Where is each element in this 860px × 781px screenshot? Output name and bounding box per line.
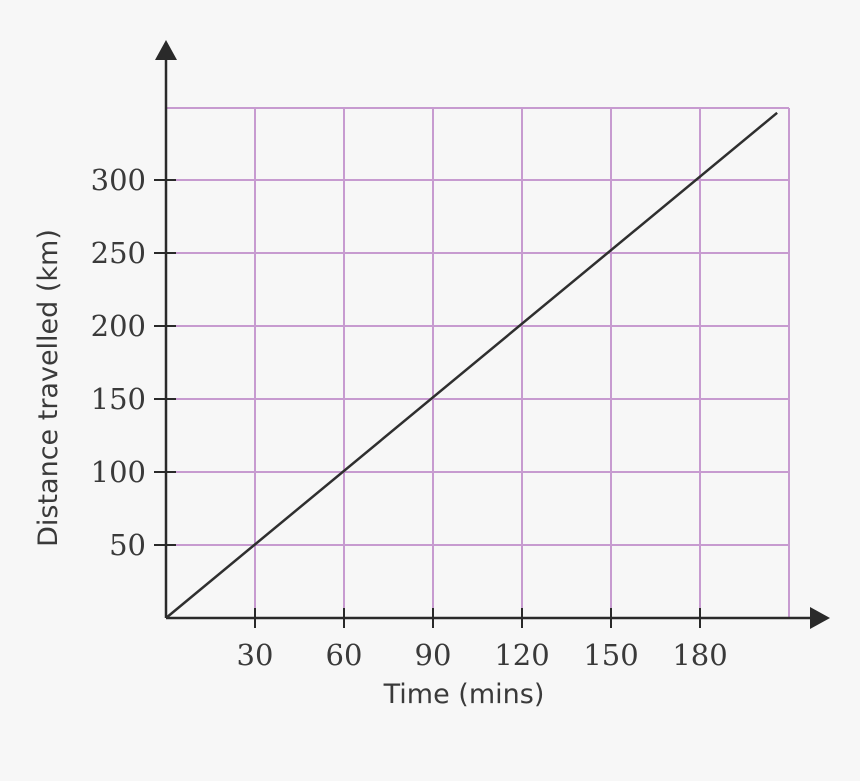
y-axis-label: Distance travelled (km) xyxy=(33,229,64,547)
y-tick-label: 150 xyxy=(91,382,146,416)
chart-grid xyxy=(166,107,790,618)
y-tick-label: 250 xyxy=(91,236,146,270)
y-tick-label: 100 xyxy=(91,455,146,489)
chart-series xyxy=(165,111,778,619)
y-tick-label: 200 xyxy=(91,309,146,343)
x-axis-arrow xyxy=(810,607,830,629)
x-tick-label: 120 xyxy=(494,638,549,672)
x-tick-label: 180 xyxy=(672,638,727,672)
x-axis-label: Time (mins) xyxy=(383,679,545,710)
y-tick-label: 50 xyxy=(109,528,146,562)
x-tick-label: 150 xyxy=(583,638,638,672)
x-tick-label: 60 xyxy=(326,638,363,672)
y-axis-arrow xyxy=(155,40,177,60)
series-line xyxy=(165,111,778,619)
x-tick-label: 30 xyxy=(237,638,274,672)
y-tick-label: 300 xyxy=(91,163,146,197)
chart-ticks: 30 60 90 120 150 180 50 100 150 200 250 300 xyxy=(91,163,728,672)
chart-axes xyxy=(155,40,830,629)
x-tick-label: 90 xyxy=(415,638,452,672)
